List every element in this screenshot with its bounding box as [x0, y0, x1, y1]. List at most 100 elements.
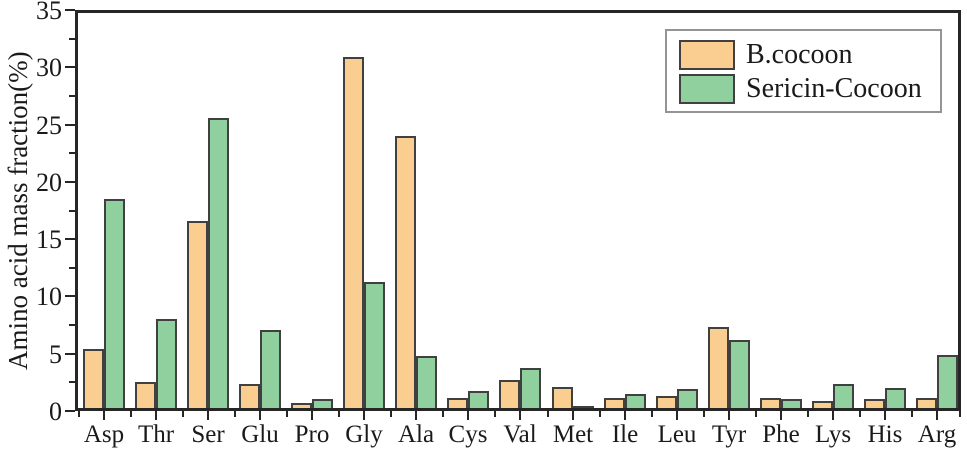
- y-tick-label-35: 35: [36, 0, 62, 25]
- y-tick-label-10: 10: [36, 282, 62, 311]
- x-minor-tick: [547, 411, 549, 417]
- x-category-label-asp: Asp: [83, 421, 125, 448]
- bar-sericin-cocoon-asp: [104, 199, 125, 408]
- y-minor-tick: [69, 152, 75, 154]
- x-minor-tick: [78, 411, 80, 417]
- bar-sericin-cocoon-arg: [937, 355, 958, 408]
- x-major-tick-lys: [832, 411, 834, 420]
- x-major-tick-ser: [207, 411, 209, 420]
- y-tick-label-5: 5: [49, 340, 62, 369]
- x-category-label-arg: Arg: [917, 421, 957, 448]
- x-minor-tick: [390, 411, 392, 417]
- bar-b-cocoon-ser: [187, 221, 208, 408]
- x-minor-tick: [338, 411, 340, 417]
- x-minor-tick: [911, 411, 913, 417]
- bar-sericin-cocoon-pro: [312, 399, 333, 408]
- bar-sericin-cocoon-ile: [625, 394, 646, 408]
- x-minor-tick: [651, 411, 653, 417]
- bar-sericin-cocoon-ser: [208, 118, 229, 408]
- y-tick-label-0: 0: [49, 397, 62, 426]
- x-major-tick-tyr: [728, 411, 730, 420]
- bar-b-cocoon-his: [864, 399, 885, 408]
- bar-b-cocoon-glu: [239, 384, 260, 408]
- x-minor-tick: [442, 411, 444, 417]
- y-major-tick-35: [65, 9, 75, 11]
- x-major-tick-his: [884, 411, 886, 420]
- y-minor-tick: [69, 38, 75, 40]
- y-minor-tick: [69, 381, 75, 383]
- x-category-label-lys: Lys: [814, 421, 852, 448]
- x-category-label-ala: Ala: [397, 421, 435, 448]
- x-minor-tick: [234, 411, 236, 417]
- x-minor-tick: [182, 411, 184, 417]
- legend-label-sericin-cocoon: Sericin-Cocoon: [746, 73, 922, 104]
- x-major-tick-met: [572, 411, 574, 420]
- bar-b-cocoon-gly: [343, 57, 364, 408]
- bar-b-cocoon-cys: [447, 398, 468, 408]
- bar-b-cocoon-arg: [916, 398, 937, 408]
- bar-b-cocoon-ile: [604, 398, 625, 408]
- y-tick-label-15: 15: [36, 225, 62, 254]
- x-major-tick-leu: [676, 411, 678, 420]
- x-minor-tick: [703, 411, 705, 417]
- bar-b-cocoon-val: [499, 380, 520, 408]
- x-major-tick-val: [519, 411, 521, 420]
- x-minor-tick: [494, 411, 496, 417]
- y-major-tick-10: [65, 295, 75, 297]
- bar-sericin-cocoon-thr: [156, 319, 177, 408]
- x-major-tick-ala: [415, 411, 417, 420]
- bar-b-cocoon-ala: [395, 136, 416, 408]
- bar-sericin-cocoon-glu: [260, 330, 281, 408]
- bar-sericin-cocoon-met: [573, 406, 594, 408]
- y-major-tick-25: [65, 124, 75, 126]
- bar-sericin-cocoon-his: [885, 388, 906, 408]
- y-minor-tick: [69, 210, 75, 212]
- x-minor-tick: [859, 411, 861, 417]
- y-axis-ticks: [65, 9, 75, 412]
- y-minor-tick: [69, 324, 75, 326]
- bar-sericin-cocoon-ala: [416, 356, 437, 408]
- x-minor-tick: [286, 411, 288, 417]
- x-minor-tick: [755, 411, 757, 417]
- x-category-label-his: His: [867, 421, 903, 448]
- y-tick-label-25: 25: [36, 111, 62, 140]
- y-minor-tick: [69, 267, 75, 269]
- x-major-tick-arg: [936, 411, 938, 420]
- x-category-label-thr: Thr: [137, 421, 175, 448]
- y-major-tick-15: [65, 238, 75, 240]
- y-major-tick-20: [65, 181, 75, 183]
- x-category-label-ser: Ser: [191, 421, 225, 448]
- y-tick-label-30: 30: [36, 53, 62, 82]
- y-major-tick-30: [65, 66, 75, 68]
- y-major-tick-5: [65, 353, 75, 355]
- x-category-label-cys: Cys: [448, 421, 488, 448]
- x-category-label-glu: Glu: [241, 421, 279, 448]
- x-minor-tick: [959, 411, 961, 417]
- x-category-label-phe: Phe: [762, 421, 800, 448]
- x-category-label-pro: Pro: [294, 421, 330, 448]
- x-category-label-tyr: Tyr: [711, 421, 747, 448]
- y-minor-tick: [69, 95, 75, 97]
- legend-label-b-cocoon: B.cocoon: [746, 39, 853, 70]
- bar-b-cocoon-asp: [83, 349, 104, 408]
- legend: B.cocoon Sericin-Cocoon: [665, 29, 942, 113]
- legend-swatch-b-cocoon: [679, 40, 735, 70]
- x-major-tick-ile: [624, 411, 626, 420]
- x-category-label-gly: Gly: [345, 421, 383, 448]
- bar-sericin-cocoon-phe: [781, 399, 802, 408]
- x-minor-tick: [130, 411, 132, 417]
- x-major-tick-pro: [311, 411, 313, 420]
- x-major-tick-glu: [259, 411, 261, 420]
- x-axis-ticks: [75, 411, 961, 421]
- x-major-tick-thr: [155, 411, 157, 420]
- x-category-label-ile: Ile: [611, 421, 639, 448]
- x-category-label-val: Val: [503, 421, 537, 448]
- bar-sericin-cocoon-tyr: [729, 340, 750, 408]
- bar-b-cocoon-leu: [656, 396, 677, 408]
- x-major-tick-gly: [363, 411, 365, 420]
- x-major-tick-phe: [780, 411, 782, 420]
- bar-sericin-cocoon-val: [520, 368, 541, 408]
- bar-sericin-cocoon-cys: [468, 391, 489, 408]
- y-tick-label-20: 20: [36, 168, 62, 197]
